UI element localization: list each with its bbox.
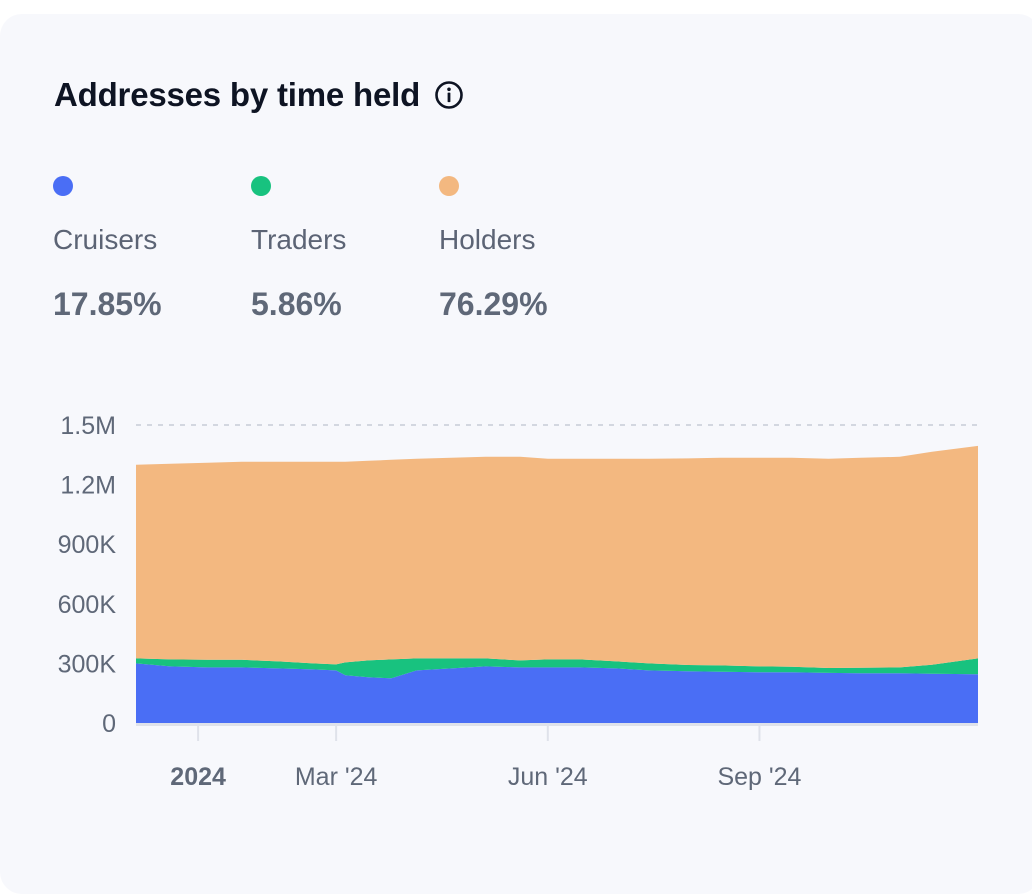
- x-tick-label: Sep '24: [717, 763, 801, 791]
- legend-value: 76.29%: [439, 286, 548, 322]
- legend-label: Cruisers: [53, 224, 158, 255]
- y-tick-label: 1.2M: [60, 472, 116, 500]
- legend-value: 17.85%: [53, 286, 162, 322]
- legend-dot-cruisers: [53, 176, 73, 196]
- y-tick-label: 0: [102, 710, 116, 738]
- x-tick-label: 2024: [170, 763, 226, 791]
- area-series-traders: [136, 658, 978, 679]
- title-row: Addresses by time held: [54, 76, 464, 114]
- info-icon[interactable]: [434, 80, 464, 110]
- chart-card: [0, 14, 1032, 894]
- y-tick-label: 600K: [58, 591, 117, 619]
- area-chart: 0 300K 600K 900K 1.2M 1.5M 2024 Mar '24 Jun '24 S…: [58, 412, 978, 791]
- y-tick-label: 1.5M: [60, 412, 116, 440]
- area-series-cruisers: [136, 663, 978, 723]
- legend-label: Traders: [251, 224, 347, 255]
- chart-title: Addresses by time held: [54, 76, 421, 113]
- area-series-holders: [136, 445, 978, 668]
- x-tick-label: Mar '24: [295, 763, 378, 791]
- legend-item-holders[interactable]: Holders 76.29%: [439, 176, 548, 323]
- legend-item-cruisers[interactable]: Cruisers 17.85%: [53, 176, 162, 323]
- y-tick-label: 900K: [58, 531, 117, 559]
- y-tick-label: 300K: [58, 650, 117, 678]
- legend-value: 5.86%: [251, 286, 342, 322]
- legend-dot-holders: [439, 176, 459, 196]
- legend-item-traders[interactable]: Traders 5.86%: [251, 176, 346, 323]
- x-tick-label: Jun '24: [508, 763, 588, 791]
- legend-dot-traders: [251, 176, 271, 196]
- legend-label: Holders: [439, 224, 536, 255]
- legend: Cruisers 17.85% Traders 5.86% Holders 76…: [0, 176, 700, 336]
